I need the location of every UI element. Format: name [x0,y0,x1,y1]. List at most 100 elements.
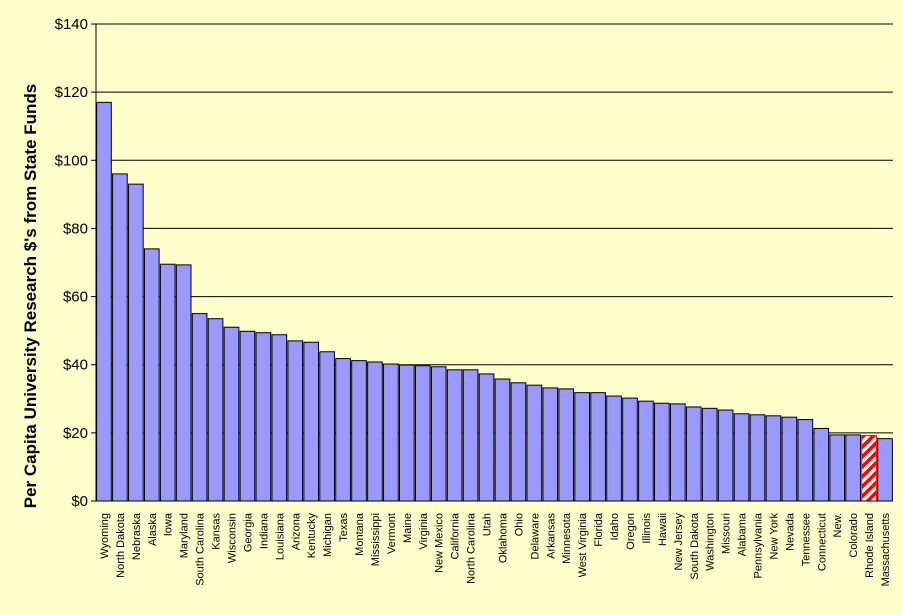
bar [446,369,463,502]
bar [143,248,160,502]
bar [207,318,224,502]
x-tick-label: Nevada [784,512,796,551]
bar [255,332,272,502]
bar [701,407,718,502]
x-tick-label: Florida [593,512,605,547]
x-tick-label: Illinois [641,513,653,544]
bar [478,373,495,502]
bar [175,264,192,502]
x-tick-label: Missouri [721,513,733,554]
bar [128,183,144,502]
x-tick-label: South Carolina [195,512,207,586]
bar [367,361,383,502]
bar [669,403,686,502]
x-tick-label: Washington [705,513,717,571]
y-tick-label: $0 [71,493,88,510]
bars [96,101,893,502]
x-tick-label: Wyoming [99,513,111,559]
x-tick-label: Connecticut [816,513,828,571]
x-tick-label: Colorado [848,513,860,558]
x-tick-label: Alaska [147,512,159,546]
y-tick-label: $140 [55,16,88,33]
x-tick-label: Mississippi [370,513,382,566]
x-tick-label: New York [768,513,780,560]
bar [287,340,304,502]
bar [590,392,606,502]
y-tick-labels: $0 $20 $40 $60 $80 $100 $120 $140 [55,16,96,510]
bar [622,397,638,502]
bar [335,358,351,502]
bar [749,414,766,502]
bar [558,388,575,502]
bar [797,419,814,502]
bar [191,313,208,502]
bar [638,400,654,502]
bar [430,366,447,502]
bar [159,263,176,502]
x-tick-label: South Dakota [689,512,701,580]
bar [239,330,256,502]
y-tick-label: $40 [63,357,88,374]
x-tick-label: Minnesota [561,512,573,564]
y-tick-label: $120 [55,84,88,101]
y-tick-label: $80 [63,220,88,237]
bar [781,416,798,502]
x-tick-label: Kansas [211,513,223,550]
y-axis-label: Per Capita University Research $'s from … [21,84,40,508]
bar [845,434,861,502]
bar [654,402,670,502]
x-tick-labels: Wyoming North Dakota Nebraska Alaska Iowa Mar… [99,512,892,586]
bar [606,395,622,502]
bar [877,438,893,502]
x-tick-label: Alabama [737,512,749,556]
bar [96,101,112,502]
bar [319,351,335,502]
x-tick-label: Delaware [529,513,541,559]
x-tick-label: Kentucky [306,513,318,559]
y-tick-label: $20 [63,425,88,442]
x-tick-label: North Dakota [115,512,127,578]
x-tick-label: New Mexico [434,513,446,573]
bar [813,427,830,502]
bar [223,326,240,502]
x-tick-label: Oregon [625,513,637,550]
bar [526,384,543,502]
bar [351,360,367,502]
x-tick-label: Maine [402,513,414,543]
bar [510,382,527,502]
bar [462,369,479,502]
bar [494,378,511,502]
bar [829,434,846,502]
bar [717,409,734,502]
x-tick-label: Tennessee [800,513,812,566]
bar [542,387,559,502]
x-tick-label: Louisiana [274,512,286,560]
bar [574,392,591,502]
x-tick-label: Nebraska [131,512,143,560]
x-tick-label: Wisconsin [226,513,238,563]
x-tick-label: Hawaii [657,513,669,546]
x-tick-label: Rhode Island [864,513,876,578]
x-tick-label: Pennsylvania [753,512,765,578]
x-tick-label: Michigan [322,513,334,557]
bar [398,364,415,502]
x-tick-label: Vermont [386,513,398,554]
x-tick-label: Virginia [418,512,430,549]
x-tick-label: Indiana [258,512,270,549]
x-tick-label: Massachusetts [880,513,892,587]
x-tick-label: New Jersey [673,513,685,571]
x-tick-label: Arizona [290,512,302,550]
x-tick-label: California [450,512,462,559]
x-tick-label: Georgia [242,512,254,552]
bar [271,334,288,502]
x-tick-label: North Carolina [466,512,478,584]
axes [95,24,893,502]
bar [383,363,399,502]
y-tick-label: $60 [63,289,88,306]
x-tick-label: New. [832,513,844,537]
x-tick-label: Texas [338,513,350,542]
x-tick-label: Idaho [609,513,621,541]
bar [685,406,702,502]
